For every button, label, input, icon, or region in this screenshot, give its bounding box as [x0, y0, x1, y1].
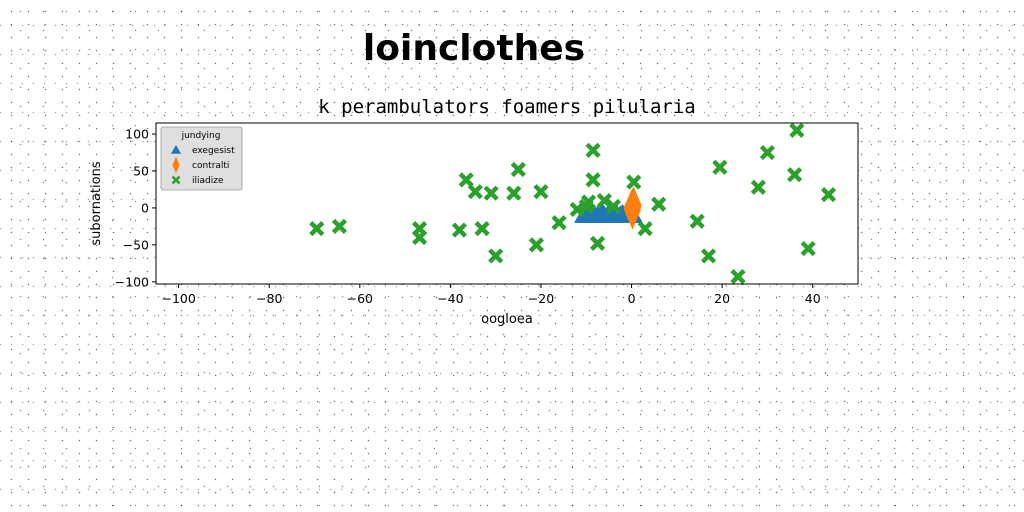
- x-tick-label: 0: [628, 291, 636, 306]
- x-tick-label: −20: [528, 291, 554, 306]
- plot-area: [156, 123, 858, 284]
- data-point: [759, 144, 776, 161]
- data-point: [787, 167, 803, 183]
- data-point: [585, 142, 601, 158]
- legend-label: contralti: [192, 161, 229, 171]
- data-point: [637, 221, 653, 237]
- x-tick-label: 40: [805, 291, 821, 306]
- data-point: [533, 184, 549, 200]
- data-points: [309, 122, 837, 285]
- y-tick-label: −50: [123, 237, 149, 252]
- data-point: [605, 198, 622, 215]
- x-tick-label: −60: [347, 291, 373, 306]
- y-tick-label: 50: [133, 164, 149, 179]
- data-point: [820, 187, 837, 203]
- data-point: [569, 201, 585, 217]
- data-point: [411, 229, 428, 246]
- data-point: [451, 222, 468, 238]
- chart-title: k perambulators foamers pilularia: [318, 96, 696, 118]
- data-point: [689, 213, 705, 229]
- x-tick-label: −40: [437, 291, 463, 306]
- legend: jundying exegesist contralti iliadize: [160, 126, 243, 191]
- data-point: [750, 179, 766, 195]
- data-point: [474, 221, 490, 237]
- data-point: [458, 172, 474, 188]
- data-point: [592, 202, 613, 220]
- data-point: [712, 159, 728, 175]
- data-point: [700, 248, 717, 264]
- x-tick-label: −80: [256, 291, 282, 306]
- data-point: [789, 122, 805, 138]
- legend-label: iliadize: [192, 176, 224, 186]
- y-tick-label: −100: [115, 274, 149, 289]
- data-point: [467, 184, 483, 200]
- y-tick-label: 100: [125, 127, 149, 142]
- data-point: [800, 240, 816, 257]
- legend-box: [160, 126, 243, 191]
- data-point: [623, 188, 641, 228]
- axis-ticks: −100 −80 −60 −40 −20 0 20 40 −100 −50 0 50 100: [115, 127, 821, 306]
- legend-label: exegesist: [192, 146, 235, 156]
- data-point: [331, 218, 348, 234]
- legend-marker: [171, 145, 181, 154]
- legend-title: jundying: [181, 131, 221, 141]
- x-tick-label: 20: [714, 291, 730, 306]
- data-point: [626, 174, 642, 190]
- x-tick-label: −100: [161, 291, 195, 306]
- data-point: [488, 248, 504, 264]
- y-tick-label: 0: [141, 200, 149, 215]
- axes-frame: [155, 122, 859, 285]
- data-point: [551, 215, 567, 231]
- data-point: [651, 196, 667, 212]
- legend-marker: [172, 156, 180, 174]
- data-point: [483, 185, 499, 201]
- data-point: [589, 235, 606, 251]
- y-axis-label: subornations: [89, 161, 104, 245]
- data-point: [309, 221, 325, 237]
- legend-marker: [171, 175, 181, 185]
- data-point: [730, 269, 746, 285]
- legend-entries: exegesist contralti iliadize: [171, 145, 235, 186]
- data-point: [510, 161, 526, 178]
- chart-suptitle: loinclothes: [363, 28, 585, 69]
- x-axis-label: oogloea: [481, 312, 533, 327]
- data-point: [506, 185, 522, 201]
- data-point: [528, 237, 545, 253]
- data-point: [585, 172, 601, 188]
- data-point: [580, 194, 597, 210]
